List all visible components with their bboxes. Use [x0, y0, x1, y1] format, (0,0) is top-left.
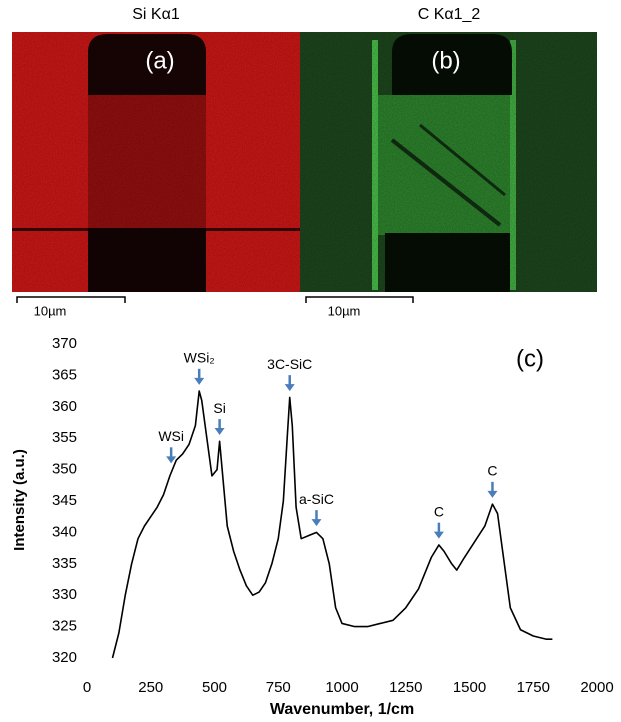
x-tick-label: 0 [83, 679, 91, 696]
annotation-arrowhead [194, 377, 205, 385]
annotation-arrowhead [433, 531, 444, 539]
y-tick-label: 350 [52, 461, 77, 478]
y-tick-label: 345 [52, 492, 77, 509]
x-tick-label: 1750 [517, 679, 550, 696]
x-tick-label: 1500 [453, 679, 486, 696]
y-tick-label: 330 [52, 586, 77, 603]
map-noise [12, 32, 300, 292]
x-tick-label: 750 [266, 679, 291, 696]
y-tick-label: 355 [52, 429, 77, 446]
annotation-label: WSi [158, 428, 184, 444]
panel-b [300, 32, 597, 292]
x-axis-label: Wavenumber, 1/cm [270, 701, 414, 718]
y-tick-label: 320 [52, 649, 77, 666]
spectrum-line [111, 390, 553, 659]
annotation-label: WSi₂ [184, 350, 215, 366]
annotation-arrowhead [284, 384, 295, 392]
x-tick-label: 1000 [325, 679, 358, 696]
y-axis-label: Intensity (a.u.) [11, 449, 28, 551]
scale-label: 10µm [34, 303, 67, 318]
annotation-label: a-SiC [299, 491, 334, 507]
scale-bar [305, 296, 414, 303]
annotation-arrowhead [487, 490, 498, 498]
x-tick-label: 1250 [389, 679, 422, 696]
panel-label: (c) [516, 345, 544, 372]
annotation-arrowhead [311, 519, 322, 527]
x-tick-label: 500 [202, 679, 227, 696]
annotation-label: Si [213, 400, 225, 416]
map-noise [300, 32, 597, 292]
scale-bar [16, 296, 126, 303]
annotation-label: 3C-SiC [267, 356, 312, 372]
scale-label: 10µm [328, 303, 361, 318]
y-tick-label: 365 [52, 366, 77, 383]
y-tick-label: 340 [52, 523, 77, 540]
annotation-arrowhead [166, 456, 177, 464]
annotation-arrowhead [214, 428, 225, 436]
annotation-label: C [487, 463, 497, 479]
panel-label: (a) [145, 47, 174, 74]
panel-title: Si Kα1 [132, 6, 180, 23]
annotation-label: C [434, 503, 444, 519]
panel-title: C Kα1_2 [418, 6, 481, 23]
panel-a [12, 32, 300, 292]
y-tick-label: 325 [52, 618, 77, 635]
panel-label: (b) [431, 47, 460, 74]
y-tick-label: 335 [52, 555, 77, 572]
y-tick-label: 360 [52, 398, 77, 415]
y-tick-label: 370 [52, 335, 77, 352]
x-tick-label: 2000 [580, 679, 613, 696]
x-tick-label: 250 [138, 679, 163, 696]
